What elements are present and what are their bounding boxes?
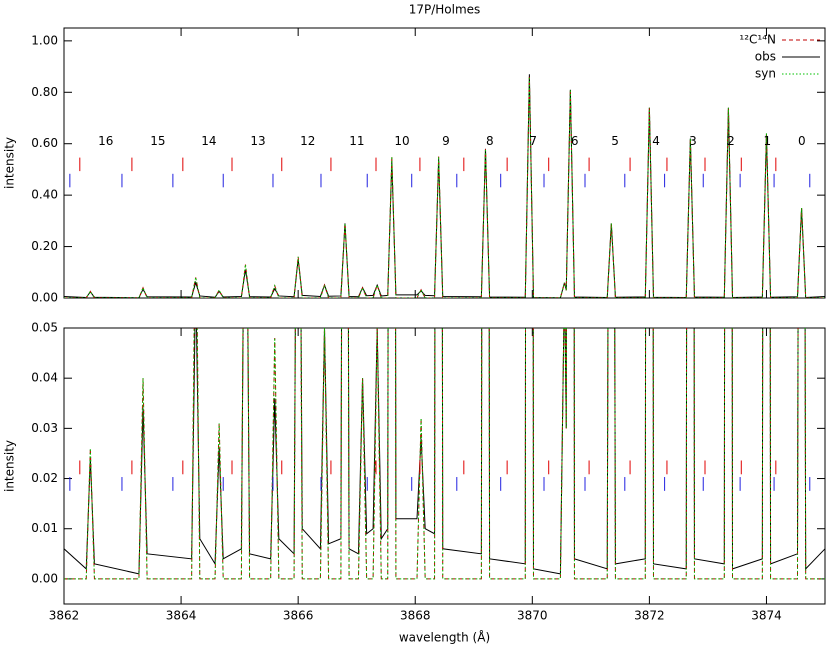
legend-label: ¹²C¹⁴N [739, 33, 776, 47]
band-label: 15 [150, 134, 165, 148]
spectrum-line [64, 328, 825, 580]
band-label: 6 [571, 134, 579, 148]
y-tick-label: 0.60 [31, 136, 58, 150]
band-label: 2 [727, 134, 735, 148]
y-tick-label: 0.04 [31, 371, 58, 385]
x-tick-label: 3862 [49, 609, 80, 623]
chart-title: 17P/Holmes [409, 3, 481, 17]
band-label: 8 [486, 134, 494, 148]
y-tick-label: 1.00 [31, 33, 58, 47]
spectrum-line [64, 76, 825, 298]
x-tick-label: 3870 [517, 609, 548, 623]
band-label: 10 [394, 134, 409, 148]
band-label: 13 [250, 134, 265, 148]
band-label: 0 [798, 134, 806, 148]
y-axis-label: intensity [3, 440, 17, 492]
y-tick-label: 0.00 [31, 291, 58, 305]
spectrum-line [64, 74, 825, 298]
plot-area [64, 74, 825, 298]
y-tick-label: 0.80 [31, 85, 58, 99]
spectrum-line [64, 328, 825, 575]
legend-label: syn [755, 67, 776, 81]
band-label: 5 [611, 134, 619, 148]
plot-frame [63, 27, 826, 299]
band-label: 4 [652, 134, 660, 148]
spectrum-line [64, 328, 825, 580]
legend-label: obs [755, 50, 776, 64]
y-tick-label: 0.00 [31, 571, 58, 585]
band-label: 11 [349, 134, 364, 148]
x-tick-label: 3868 [400, 609, 431, 623]
x-tick-label: 3864 [166, 609, 197, 623]
band-label: 9 [442, 134, 450, 148]
y-tick-label: 0.01 [31, 521, 58, 535]
x-tick-label: 3872 [634, 609, 665, 623]
y-tick-label: 0.40 [31, 188, 58, 202]
plot-area [64, 328, 825, 580]
plot-frame [63, 327, 826, 605]
band-label: 12 [300, 134, 315, 148]
x-tick-label: 3874 [751, 609, 782, 623]
band-label: 1 [763, 134, 771, 148]
y-axis-label: intensity [3, 137, 17, 189]
y-tick-label: 0.03 [31, 421, 58, 435]
spectrum-line [64, 76, 825, 298]
y-tick-label: 0.02 [31, 471, 58, 485]
band-label: 14 [201, 134, 216, 148]
band-label: 16 [98, 134, 113, 148]
x-axis-label: wavelength (Å) [399, 630, 490, 645]
band-label: 3 [689, 134, 697, 148]
y-tick-label: 0.20 [31, 239, 58, 253]
y-tick-label: 0.05 [31, 321, 58, 335]
band-label: 7 [529, 134, 537, 148]
x-tick-label: 3866 [283, 609, 314, 623]
